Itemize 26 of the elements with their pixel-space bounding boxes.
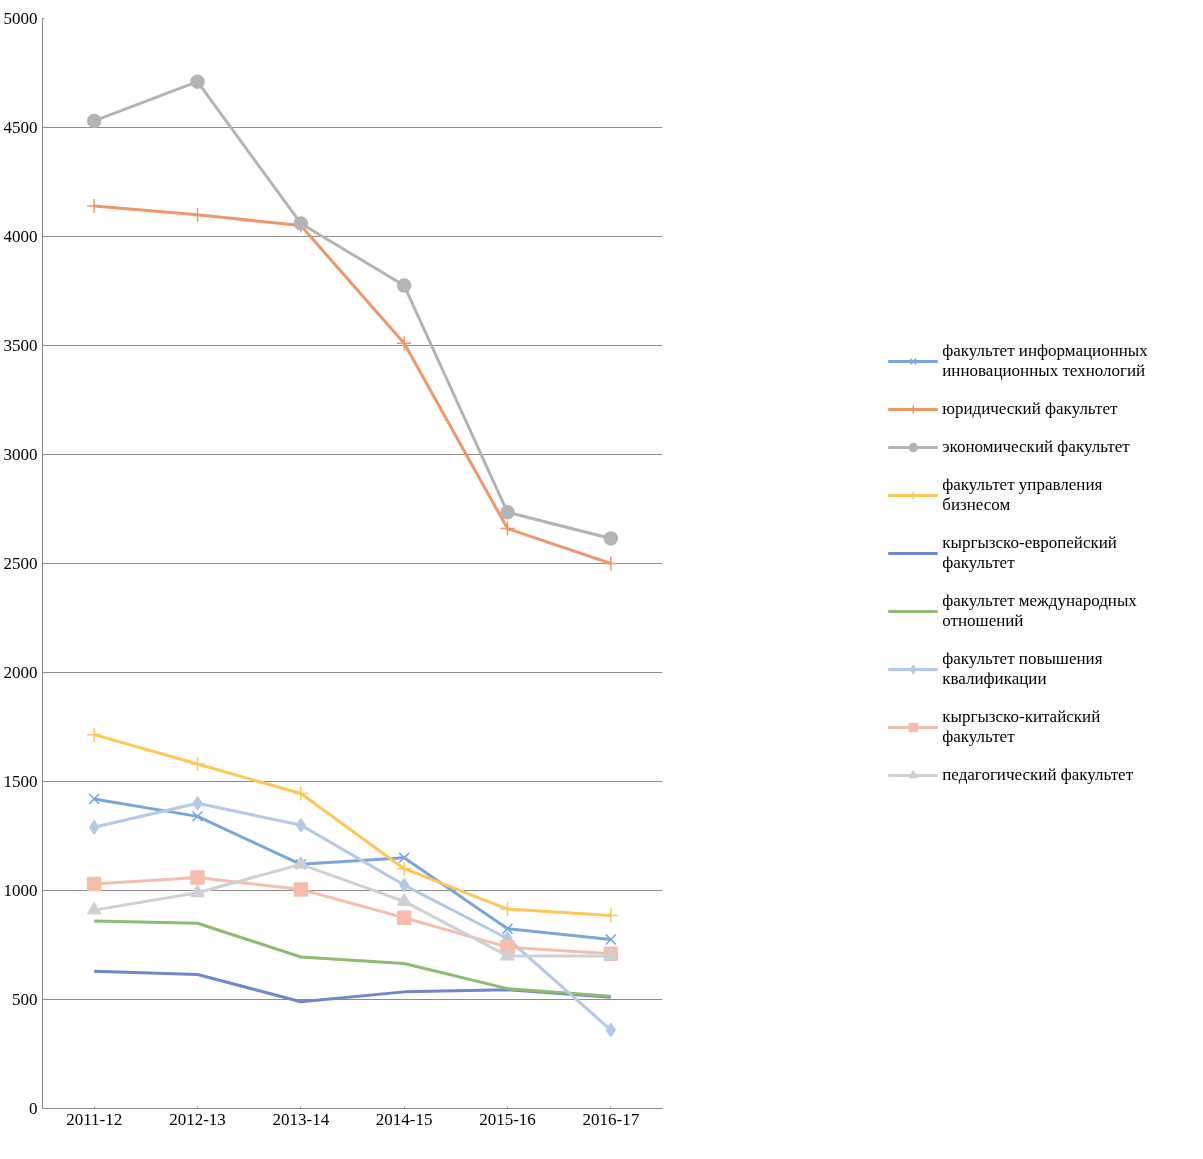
x-tick-label: 2016-17	[582, 1109, 640, 1129]
legend-label: юридический факультет	[942, 399, 1118, 419]
legend-label: педагогический факультет	[942, 765, 1134, 785]
y-tick-label: 1000	[3, 881, 38, 900]
y-tick-label: 3000	[3, 445, 38, 464]
y-tick-label: 4500	[3, 118, 38, 137]
legend-label: кыргызско-китайский факультет	[942, 707, 1101, 747]
x-tick-label: 2011-12	[66, 1109, 123, 1129]
legend-label: факультет управления бизнесом	[942, 475, 1103, 515]
y-tick-label: 3500	[3, 336, 38, 355]
legend-label: факультет повышения квалификации	[942, 649, 1103, 689]
x-tick-label: 2013-14	[272, 1109, 330, 1129]
x-tick-label: 2012-13	[169, 1109, 226, 1129]
y-tick-label: 2500	[3, 554, 38, 573]
y-tick-label: 1500	[3, 772, 38, 791]
legend-label: экономический факультет	[942, 437, 1130, 457]
y-tick-label: 500	[12, 990, 38, 1009]
x-tick-label: 2015-16	[479, 1109, 536, 1129]
legend-label: факультет международных отношений	[942, 591, 1137, 631]
x-tick-label: 2014-15	[375, 1109, 433, 1129]
legend-label: кыргызско-европейский факультет	[942, 533, 1117, 573]
y-tick-label: 0	[29, 1099, 38, 1118]
y-tick-label: 4000	[3, 227, 38, 246]
y-tick-label: 2000	[3, 663, 38, 682]
legend-label: факультет информационных инновационных технологий	[942, 341, 1148, 381]
y-tick-label: 5000	[3, 9, 38, 28]
